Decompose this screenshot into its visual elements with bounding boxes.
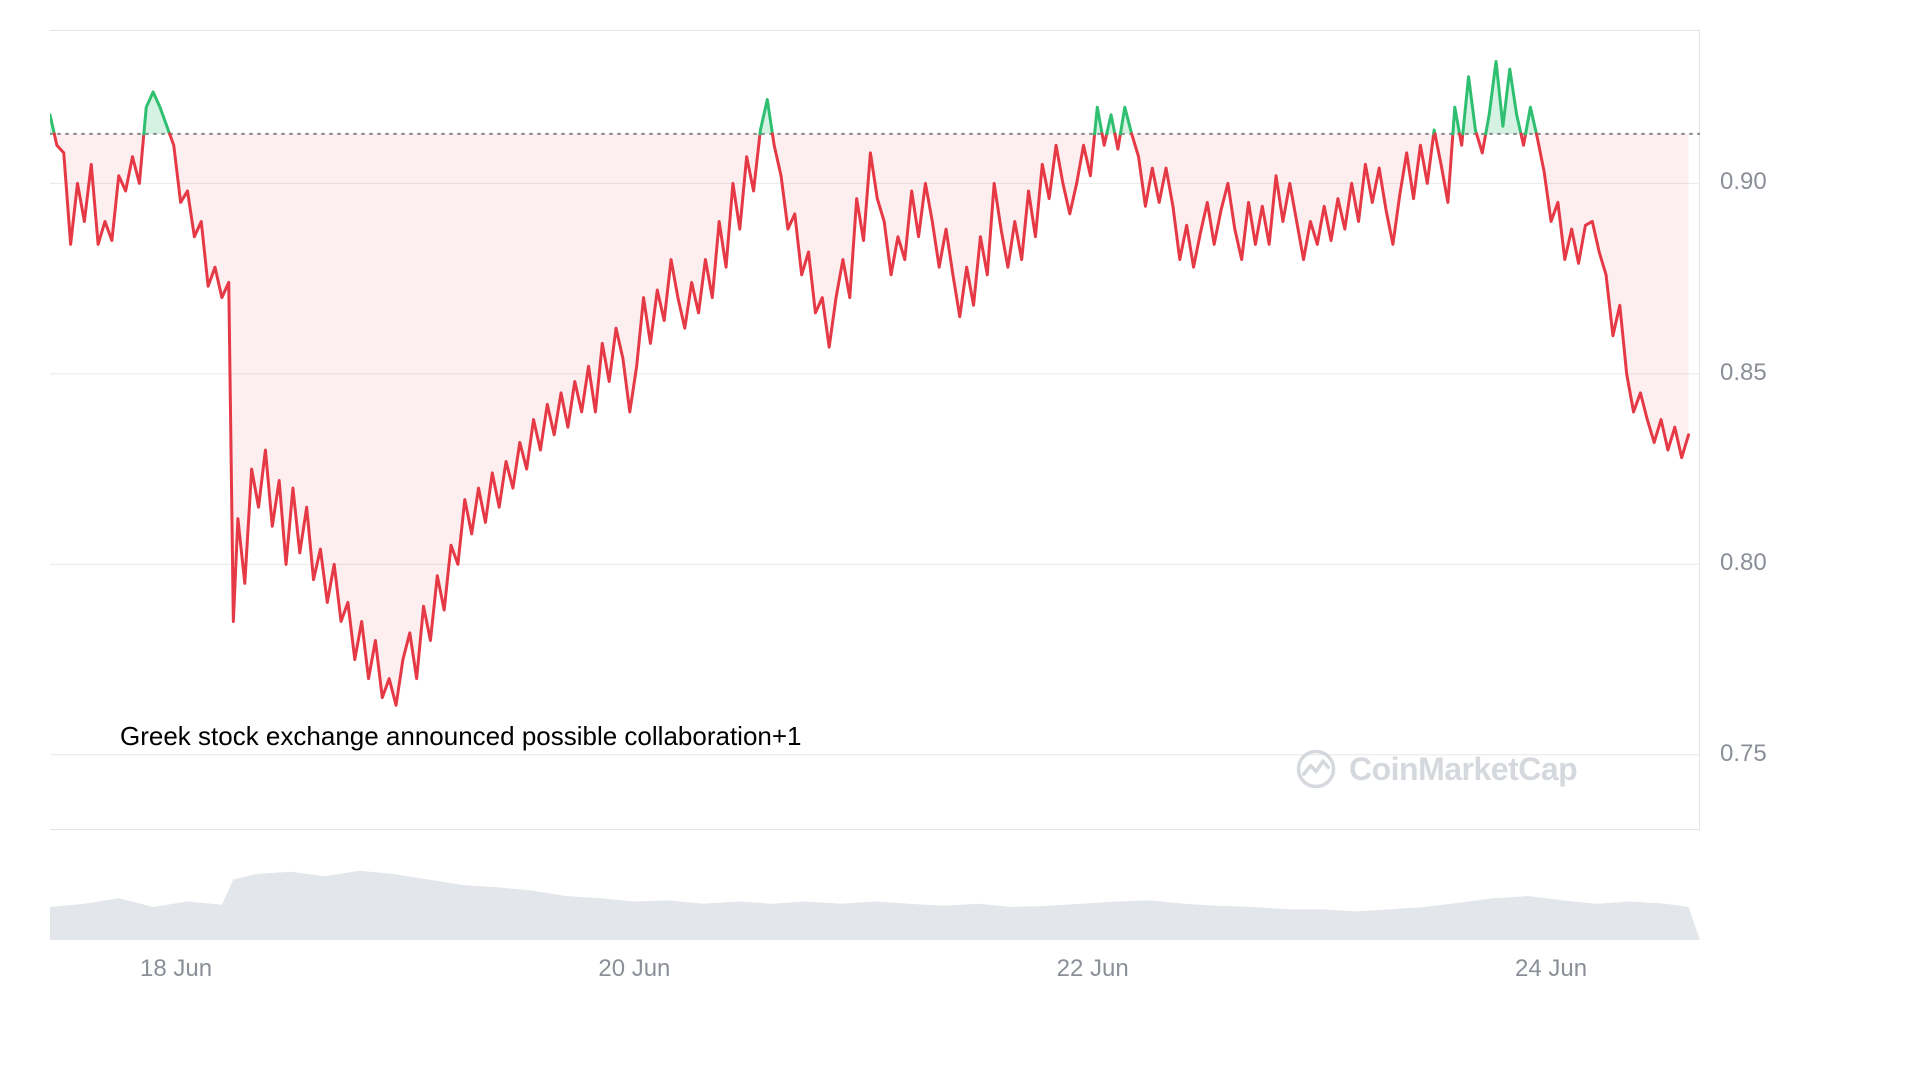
plot-area: Greek stock exchange announced possible … [50,30,1700,830]
x-tick-label: 22 Jun [1057,955,1129,983]
x-tick-label: 20 Jun [598,955,670,983]
y-axis-labels: 0.75 0.80 0.85 0.90 [1710,30,1810,830]
price-chart: Greek stock exchange announced possible … [50,30,1800,950]
y-tick-label: 0.75 [1720,740,1767,768]
y-tick-label: 0.85 [1720,359,1767,387]
annotation-label: Greek stock exchange announced possible … [120,721,802,752]
y-tick-label: 0.80 [1720,549,1767,577]
x-tick-label: 24 Jun [1515,955,1587,983]
y-tick-label: 0.90 [1720,168,1767,196]
volume-area [50,830,1700,940]
x-tick-label: 18 Jun [140,955,212,983]
coinmarketcap-icon [1295,748,1337,790]
chart-svg [50,31,1700,831]
watermark: CoinMarketCap [1295,748,1577,790]
watermark-text: CoinMarketCap [1349,751,1577,788]
x-axis-labels: 18 Jun 20 Jun 22 Jun 24 Jun [50,955,1700,995]
